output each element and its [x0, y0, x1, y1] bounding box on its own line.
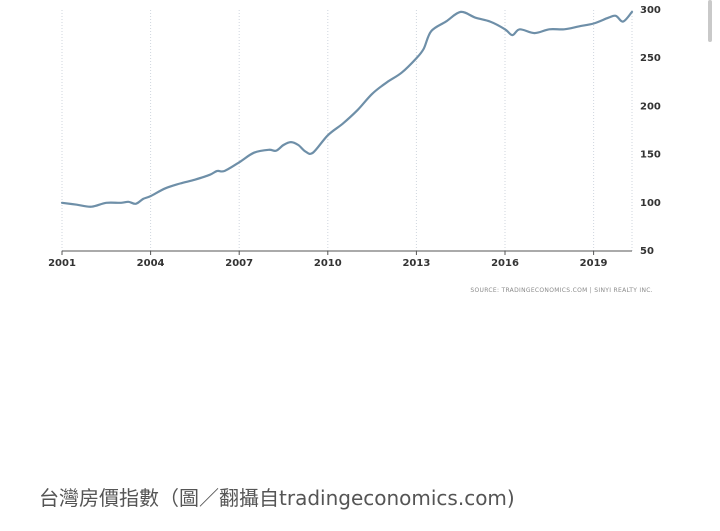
x-tick-label: 2019	[580, 258, 608, 269]
x-axis-ticks: 2001 2004 2007 2010 2013 2016 2019	[48, 251, 608, 269]
source-attribution: SOURCE: TRADINGECONOMICS.COM | SINYI REA…	[470, 287, 653, 294]
image-caption: 台灣房價指數（圖／翻攝自tradingeconomics.com)	[39, 486, 515, 510]
series-line-house-price-index	[60, 10, 634, 208]
scrollbar-thumb[interactable]	[708, 0, 712, 42]
y-tick-label: 250	[640, 53, 661, 64]
y-tick-label: 100	[640, 198, 661, 209]
x-tick-label: 2001	[48, 258, 76, 269]
x-tick-label: 2016	[491, 258, 519, 269]
y-tick-label: 200	[640, 101, 661, 112]
x-tick-label: 2004	[137, 258, 165, 269]
y-axis-ticks: 50 100 150 200 250 300	[640, 5, 661, 257]
x-tick-label: 2013	[402, 258, 430, 269]
line-chart: 2001 2004 2007 2010 2013 2016 2019 50 100 150 200…	[48, 5, 661, 294]
x-tick-label: 2010	[314, 258, 342, 269]
grid-lines	[61, 10, 633, 251]
y-tick-label: 150	[640, 150, 661, 161]
x-tick-label: 2007	[225, 258, 253, 269]
y-tick-label: 50	[640, 246, 654, 257]
y-tick-label: 300	[640, 5, 661, 16]
